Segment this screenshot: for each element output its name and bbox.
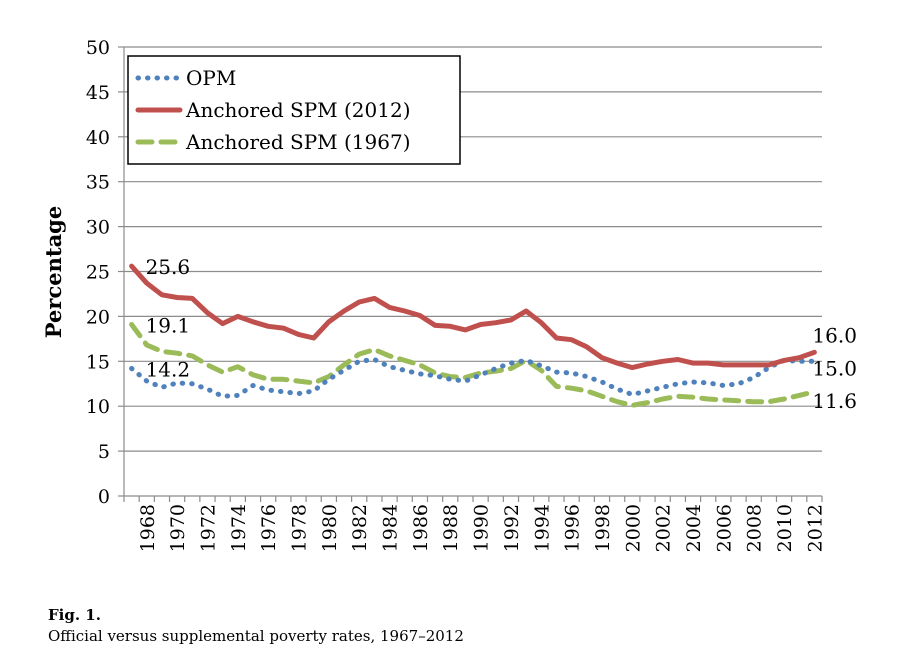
y-tick-label-35: 35 [86,172,110,194]
x-tick-label-1986: 1986 [410,504,432,552]
series-line-opm [129,357,817,399]
y-tick-label-50: 50 [86,37,110,59]
series-line-anchored-spm-2012 [129,263,817,371]
y-tick-label-0: 0 [98,486,110,508]
data-label-16.0: 16.0 [812,323,857,347]
x-tick-label-1992: 1992 [501,504,523,552]
legend: OPM Anchored SPM (2012) Anchored SPM (1967… [127,55,461,165]
x-tick-label-1990: 1990 [471,504,493,552]
x-tick-label-2000: 2000 [622,504,644,552]
axes: 0 5 10 15 20 25 30 35 40 45 50 1968 1970 1972 1974 1976… [86,37,827,552]
y-axis-label: Percentage [41,206,66,338]
y-tick-label-30: 30 [86,217,110,239]
x-tick-label-1988: 1988 [440,504,462,552]
x-tick-label-1994: 1994 [531,504,553,552]
y-tick-label-5: 5 [98,441,110,463]
x-tick-label-1978: 1978 [289,504,311,552]
x-tick-label-1970: 1970 [167,504,189,552]
data-label-25.6: 25.6 [146,255,191,279]
series-lines [129,263,817,408]
y-tick-label-10: 10 [86,396,110,418]
x-tick-label-2012: 2012 [804,504,826,552]
x-tick-label-1996: 1996 [562,504,584,552]
data-label-14.2: 14.2 [146,357,191,381]
x-tick-label-2002: 2002 [653,504,675,552]
figure-label: Fig. 1. [48,606,101,624]
x-tick-label-1984: 1984 [380,504,402,552]
y-tick-label-15: 15 [86,351,110,373]
data-label-11.6: 11.6 [812,389,857,413]
data-label-15.0: 15.0 [812,356,857,380]
x-tick-label-2004: 2004 [683,504,705,552]
x-tick-label-1968: 1968 [137,504,159,552]
x-tick-label-2006: 2006 [713,504,735,552]
y-tick-label-40: 40 [86,127,110,149]
legend-entry-1: Anchored SPM (2012) [185,98,411,122]
x-tick-label-1974: 1974 [228,504,250,552]
x-tick-label-2008: 2008 [744,504,766,552]
x-tick-label-2010: 2010 [774,504,796,552]
figure-caption: Official versus supplemental poverty rat… [48,627,464,645]
legend-entry-2: Anchored SPM (1967) [185,130,411,154]
data-labels: 25.6 19.1 14.2 16.0 15.0 11.6 [146,255,857,413]
x-tick-label-1998: 1998 [592,504,614,552]
data-label-19.1: 19.1 [146,313,191,337]
y-tick-label-45: 45 [86,82,110,104]
legend-entry-0: OPM [186,66,236,90]
x-tick-label-1982: 1982 [349,504,371,552]
series-line-anchored-spm-1967 [129,322,817,408]
y-tick-label-20: 20 [86,306,110,328]
legend-box [127,55,461,165]
x-tick-label-1980: 1980 [319,504,341,552]
poverty-rate-chart: 0 5 10 15 20 25 30 35 40 45 50 1968 1970 1972 1974 1976… [41,37,857,552]
y-tick-label-25: 25 [86,262,110,284]
x-tick-label-1972: 1972 [197,504,219,552]
x-tick-label-1976: 1976 [258,504,280,552]
